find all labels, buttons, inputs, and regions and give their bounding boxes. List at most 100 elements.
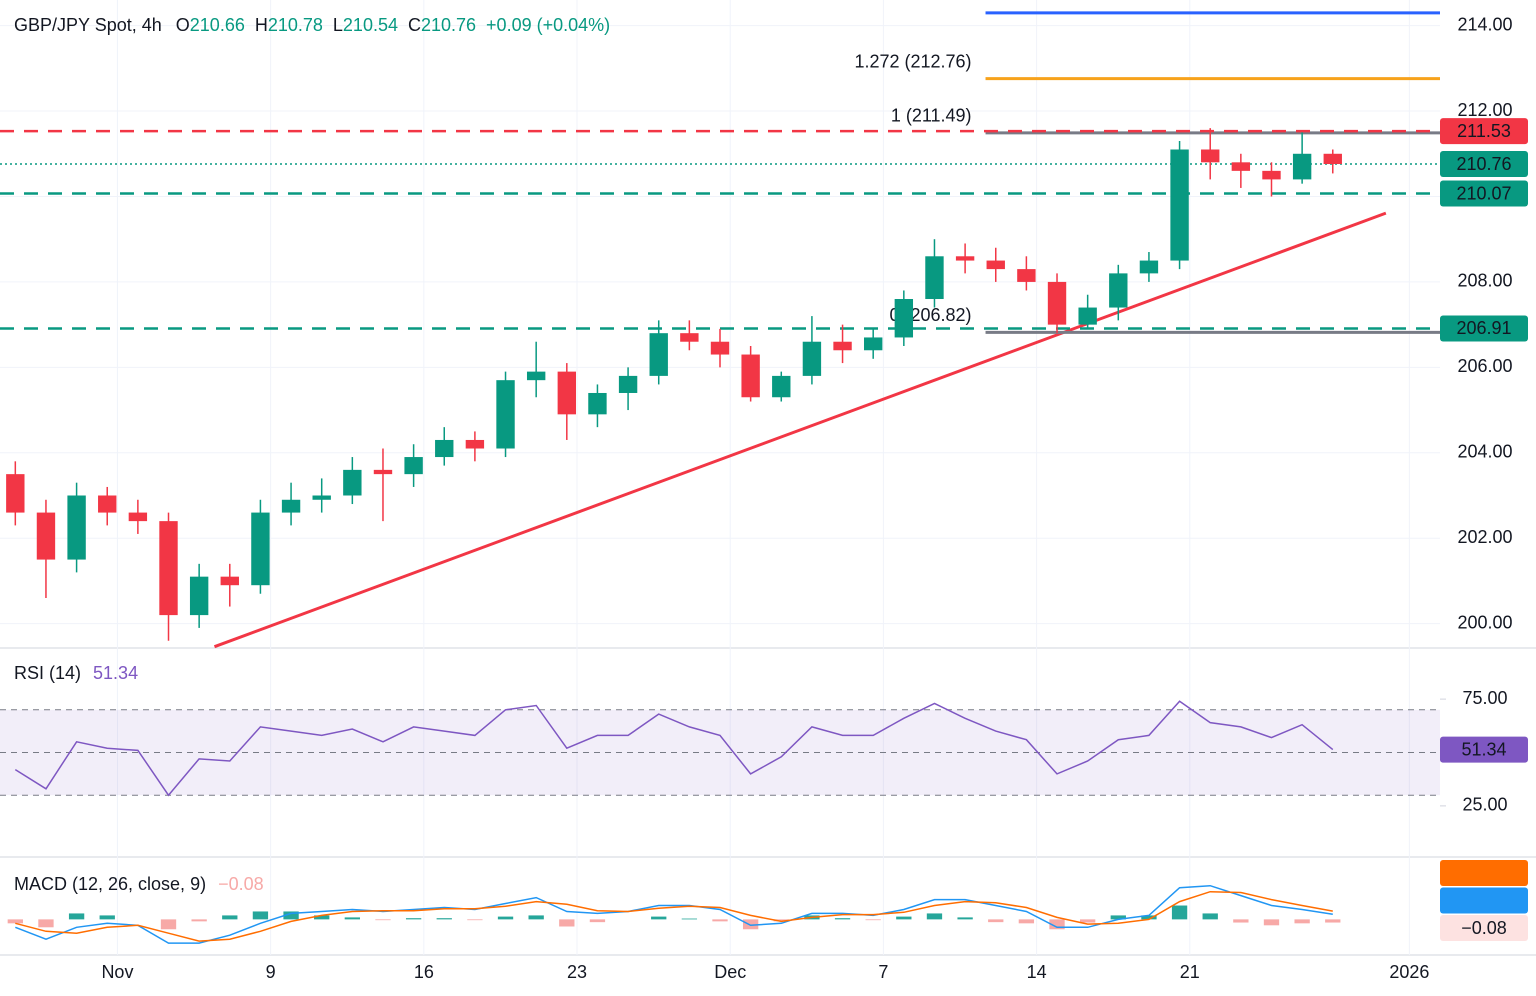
- histogram-bar: [68, 913, 85, 920]
- candle-body: [986, 260, 1005, 270]
- histogram-bar: [283, 911, 299, 920]
- histogram-bar: [957, 917, 973, 920]
- x-tick-label: Dec: [714, 962, 746, 982]
- candle-body: [1231, 162, 1251, 171]
- candle-body: [955, 256, 975, 261]
- price-label-box: [1440, 180, 1528, 207]
- y-tick-label: 204.00: [1457, 442, 1512, 462]
- candle-body: [251, 512, 270, 586]
- y-tick-label: 208.00: [1457, 271, 1512, 291]
- histogram-bar: [1263, 919, 1280, 926]
- candle-body: [1201, 149, 1220, 163]
- candle-body: [373, 469, 393, 475]
- candle-body: [1139, 260, 1159, 274]
- legend-value: 51.34: [93, 663, 138, 683]
- histogram-bar: [1141, 915, 1157, 920]
- candle-body: [189, 576, 209, 616]
- candle-body: [772, 375, 791, 398]
- histogram-bar: [38, 919, 54, 928]
- histogram-bar: [589, 919, 606, 923]
- histogram-bar: [497, 916, 514, 920]
- histogram-bar: [467, 919, 483, 921]
- field-label: L: [333, 15, 343, 35]
- header: GBP/JPY Spot, 4h O210.66 H210.78 L210.54 C21…: [14, 15, 610, 35]
- histogram-bar: [436, 918, 452, 920]
- price-label-box: [1440, 118, 1528, 145]
- macd-line: [15, 884, 1333, 944]
- histogram-bar: [896, 916, 912, 920]
- macd-legend: MACD (12, 26, close, 9) −0.08: [14, 874, 264, 894]
- price-label-box: [1440, 915, 1528, 941]
- change: +0.09 (+0.04%): [486, 15, 610, 35]
- candle-body: [894, 299, 914, 338]
- candle-body: [343, 469, 362, 496]
- candle-body: [496, 380, 515, 449]
- histogram-bar: [375, 919, 391, 921]
- candle-body: [833, 341, 852, 351]
- y-tick-label: 25.00: [1462, 795, 1507, 815]
- candle-body: [649, 333, 668, 376]
- candle-body: [67, 495, 86, 560]
- histogram-bar: [1018, 919, 1035, 924]
- y-tick-label: 212.00: [1457, 100, 1512, 120]
- histogram-bar: [651, 916, 667, 920]
- x-tick-label: 23: [567, 962, 587, 982]
- legend-title: RSI (14): [14, 663, 81, 683]
- price-label: 206.91: [1456, 318, 1511, 338]
- histogram-bar: [344, 917, 360, 920]
- price-label-box: [1440, 151, 1528, 178]
- candle-body: [98, 495, 117, 513]
- x-tick-label: 7: [878, 962, 888, 982]
- x-tick-label: 9: [266, 962, 276, 982]
- y-tick-label: 200.00: [1457, 612, 1512, 632]
- histogram-bar: [314, 915, 330, 920]
- x-tick-label: Nov: [101, 962, 133, 982]
- histogram-bar: [99, 915, 115, 920]
- candle-body: [404, 457, 423, 475]
- y-tick-label: 202.00: [1457, 527, 1512, 547]
- candle-body: [159, 521, 178, 616]
- rsi-line: [14, 700, 1334, 797]
- histogram-bar: [405, 918, 422, 920]
- price-label-box: [1440, 860, 1528, 886]
- field-value: 210.54: [343, 15, 398, 35]
- histogram-bar: [742, 919, 759, 930]
- candle-body: [281, 499, 301, 513]
- trendline: [213, 211, 1387, 649]
- candle-body: [1262, 170, 1281, 180]
- histogram-bar: [1110, 915, 1126, 920]
- histogram-bar: [191, 919, 207, 922]
- field-value: 210.76: [421, 15, 476, 35]
- candle-body: [1170, 149, 1189, 261]
- histogram-bar: [681, 918, 698, 920]
- histogram-bar: [712, 919, 728, 922]
- candle-body: [1017, 269, 1036, 282]
- price-label: 51.34: [1461, 739, 1506, 759]
- histogram-bar: [1233, 919, 1249, 923]
- rsi-legend: RSI (14) 51.34: [14, 663, 138, 683]
- histogram-bar: [1202, 913, 1218, 920]
- x-tick-label: 2026: [1389, 962, 1429, 982]
- legend-title: MACD (12, 26, close, 9): [14, 874, 206, 894]
- candle-body: [1323, 153, 1342, 165]
- histogram-bar: [834, 918, 851, 920]
- price-label-box: [1440, 315, 1528, 342]
- candle-body: [1078, 307, 1097, 325]
- field-label: C: [408, 15, 421, 35]
- candle-body: [925, 256, 944, 300]
- price-label: 211.53: [1457, 121, 1511, 141]
- legend-value: −0.08: [218, 874, 264, 894]
- histogram-bar: [1294, 919, 1310, 924]
- histogram-bar: [222, 915, 238, 920]
- fib-label: 1.272 (212.76): [854, 51, 971, 71]
- candle-body: [128, 512, 148, 522]
- histogram-bar: [559, 919, 575, 927]
- candle-body: [864, 337, 883, 351]
- y-tick-label: 75.00: [1462, 688, 1507, 708]
- candle-body: [741, 354, 760, 398]
- candle-body: [6, 474, 25, 513]
- candle-body: [1109, 273, 1128, 308]
- histogram-bar: [773, 919, 789, 922]
